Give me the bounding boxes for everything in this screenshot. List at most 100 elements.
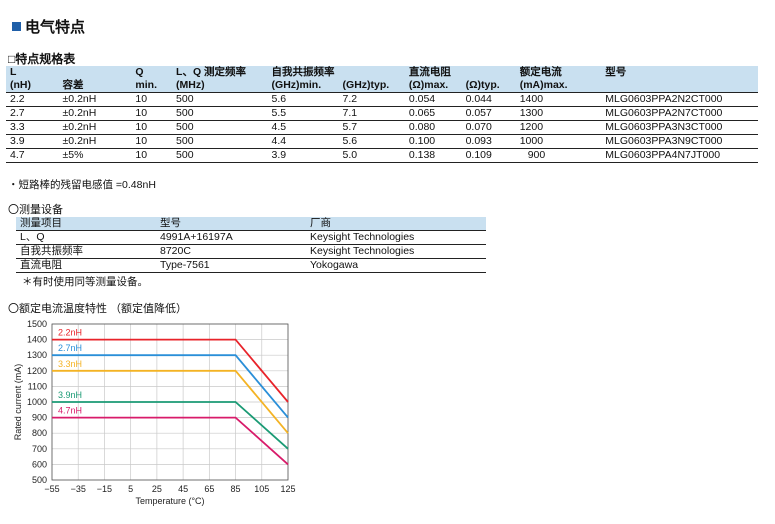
series-label: 2.2nH (58, 328, 82, 338)
derating-chart: −55 −35 −15 5 25 45 65 85 105 125 500 600 700 800 900 1… (13, 319, 296, 506)
spec-header-cell (59, 66, 132, 79)
measure-cell: Type-7561 (156, 258, 306, 273)
spec-cell: 5.6 (267, 92, 339, 107)
spec-header-cell: 容差 (58, 79, 132, 93)
y-tick-label: 1300 (27, 350, 47, 360)
measure-cell: 8720C (156, 244, 306, 259)
spec-cell: 0.100 (404, 134, 462, 149)
chart-heading: 〇额定电流温度特性 （额定值降低） (8, 303, 188, 315)
spec-cell: 5.0 (338, 148, 405, 163)
series-line (52, 354, 289, 419)
spec-cell: 500 (172, 92, 268, 107)
y-tick-label: 1000 (27, 397, 47, 407)
measure-cell: Keysight Technologies (306, 230, 486, 245)
spec-cell: 4.7 (6, 148, 59, 163)
spec-cell: 0.057 (461, 106, 516, 121)
measure-header-cell: 测量项目 (16, 217, 156, 231)
x-tick-label: 65 (204, 484, 214, 494)
measure-row: 自我共振频率 8720C Keysight Technologies (16, 244, 486, 259)
spec-cell: 0.044 (461, 92, 516, 107)
spec-header-cell: (Ω)typ. (461, 79, 516, 93)
spec-cell: 1000 (515, 134, 602, 149)
spec-cell: 0.070 (461, 120, 516, 135)
spec-cell: ±0.2nH (58, 106, 132, 121)
spec-cell: 0.138 (404, 148, 462, 163)
spec-header-cell: (nH) (6, 79, 59, 93)
x-tick-label: −15 (97, 484, 112, 494)
spec-header-cell (462, 66, 516, 79)
spec-cell: 500 (172, 120, 268, 135)
spec-row: 2.2 ±0.2nH 10 500 5.6 7.2 0.054 0.044 1400 MLG060… (6, 92, 758, 107)
spec-cell: 900 (515, 148, 602, 163)
measure-cell: Yokogawa (306, 258, 486, 273)
measure-row: L、Q 4991A+16197A Keysight Technologies (16, 230, 486, 245)
spec-cell: 0.080 (404, 120, 462, 135)
measure-table: 测量项目 型号 厂商 L、Q 4991A+16197A Keysight Technol… (16, 217, 486, 273)
spec-cell: 1300 (515, 106, 602, 121)
y-tick-label: 500 (32, 475, 47, 485)
spec-cell: 0.093 (461, 134, 516, 149)
spec-header-cell: 直流电阻 (408, 66, 451, 78)
spec-cell: 4.5 (267, 120, 339, 135)
spec-cell: MLG0603PPA3N9CT000 (601, 134, 758, 149)
spec-cell: 2.7 (6, 106, 59, 121)
spec-cell: 4.4 (267, 134, 339, 149)
section-title: 电气特点 (12, 16, 85, 37)
spec-header-row-1: L Q L、Q 测定频率 自我共振频率 直流电阻 额定电流 型号 (6, 66, 758, 79)
spec-cell: 0.054 (404, 92, 462, 107)
measure-note: ＊有时使用同等测量设备。 (22, 276, 148, 288)
spec-header-row-2: (nH) 容差 min. (MHz) (GHz)min. (GHz)typ. (Ω)max.… (6, 79, 758, 93)
series-line (52, 416, 289, 466)
y-tick-label: 1500 (27, 319, 47, 329)
spec-cell: 500 (172, 134, 268, 149)
spec-header-cell: 自我共振频率 (271, 66, 335, 78)
spec-header-cell: (MHz) (172, 79, 268, 93)
series-line (52, 401, 289, 450)
spec-cell: 7.1 (338, 106, 405, 121)
measure-cell: Keysight Technologies (306, 244, 486, 259)
spec-header-cell: Q (135, 66, 144, 78)
spec-header-cell (339, 66, 405, 79)
series-line (52, 369, 289, 434)
spec-header-cell: min. (131, 79, 173, 93)
spec-header-cell: 型号 (605, 66, 627, 78)
measure-body: L、Q 4991A+16197A Keysight Technologies 自我共振… (16, 230, 486, 273)
spec-cell: 10 (131, 106, 173, 121)
series-label: 3.3nH (58, 359, 82, 369)
spec-table: L Q L、Q 测定频率 自我共振频率 直流电阻 额定电流 型号 (nH) 容差 min. (MH… (6, 66, 758, 163)
spec-heading: □特点规格表 (8, 52, 76, 66)
spec-row: 3.3 ±0.2nH 10 500 4.5 5.7 0.080 0.070 1200 MLG060… (6, 120, 758, 135)
spec-cell: 1400 (515, 92, 602, 107)
spec-cell: MLG0603PPA4N7JT000 (601, 148, 758, 163)
spec-header-cell (601, 79, 758, 93)
spec-cell: 0.109 (461, 148, 516, 163)
y-tick-label: 1400 (27, 335, 47, 345)
spec-cell: MLG0603PPA2N2CT000 (601, 92, 758, 107)
x-tick-label: 45 (178, 484, 188, 494)
spec-cell: 3.3 (6, 120, 59, 135)
spec-header-cell: (Ω)max. (404, 79, 462, 93)
spec-cell: 5.6 (338, 134, 405, 149)
title-square-icon (12, 22, 21, 31)
y-tick-label: 600 (32, 459, 47, 469)
spec-header-cell: L、Q 测定频率 (176, 66, 247, 78)
spec-cell: ±5% (58, 148, 132, 163)
x-tick-label: 5 (128, 484, 133, 494)
y-tick-label: 900 (32, 413, 47, 423)
x-tick-label: −55 (44, 484, 59, 494)
x-tick-label: −35 (71, 484, 86, 494)
spec-cell: 3.9 (267, 148, 339, 163)
spec-row: 4.7 ±5% 10 500 3.9 5.0 0.138 0.109 900 MLG0603PPA… (6, 148, 758, 163)
spec-cell: 5.7 (338, 120, 405, 135)
spec-cell: 10 (131, 134, 173, 149)
spec-cell: 3.9 (6, 134, 59, 149)
measure-heading: 〇测量设备 (8, 204, 63, 216)
spec-header-cell: (GHz)min. (267, 79, 339, 93)
series-label: 4.7nH (58, 406, 82, 416)
x-tick-label: 85 (231, 484, 241, 494)
spec-header-cell: 额定电流 (519, 66, 562, 78)
measure-header-cell: 型号 (156, 217, 306, 231)
spec-cell: ±0.2nH (58, 120, 132, 135)
measure-cell: 4991A+16197A (156, 230, 306, 245)
y-tick-label: 1100 (28, 381, 47, 391)
